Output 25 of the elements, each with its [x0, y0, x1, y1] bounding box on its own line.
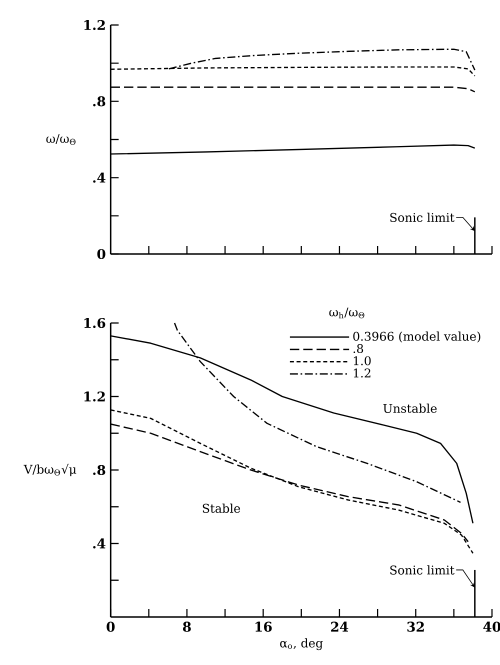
y-tick-label: 1.2 — [84, 391, 105, 402]
ref-line-label: Sonic limit — [390, 212, 454, 222]
legend-title: ω$_{h}$/ω$_{Θ}$ — [329, 308, 364, 318]
x-tick-label: 32 — [407, 622, 424, 632]
annotation: Stable — [202, 504, 240, 513]
y-tick-label: .8 — [93, 464, 106, 476]
x-tick-label: 24 — [331, 622, 348, 632]
y-tick-label: .8 — [93, 96, 106, 106]
y-tick-label: 0 — [97, 248, 106, 260]
y-axis-title: V/bω$_{Θ}$√μ — [24, 464, 76, 476]
y-axis-title: ω/ω$_{Θ}$ — [46, 134, 76, 145]
y-tick-label: .4 — [93, 172, 106, 183]
ref-line-label: Sonic limit — [390, 565, 454, 575]
x-axis-title: α$_{o}$, deg — [280, 638, 323, 650]
x-tick-label: 8 — [182, 622, 191, 632]
legend-label: 1.0 — [354, 356, 371, 366]
annotation: Unstable — [383, 404, 437, 413]
legend-label: 0.3966 (model value) — [353, 332, 480, 343]
y-tick-label: 1.6 — [84, 318, 106, 328]
x-tick-label: 16 — [256, 622, 272, 632]
y-tick-label: .4 — [93, 538, 106, 549]
legend-label: .8 — [354, 344, 364, 354]
legend-label: 1.2 — [354, 368, 370, 378]
x-tick-label: 0 — [106, 622, 115, 632]
y-tick-label: 1.2 — [84, 20, 105, 30]
